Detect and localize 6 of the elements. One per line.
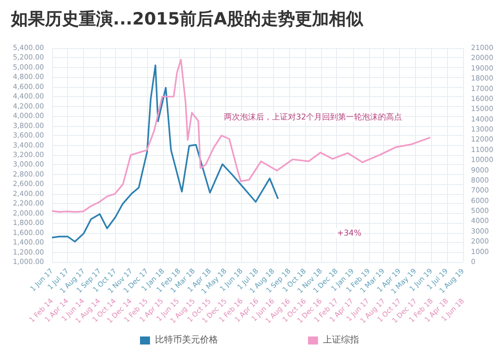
- line-series: [51, 64, 279, 242]
- legend-label: 比特币美元价格: [155, 334, 218, 346]
- legend-label: 上证综指: [323, 334, 359, 346]
- annotation: +34%: [337, 228, 362, 238]
- annotation: 两次泡沫后，上证对32个月回到第一轮泡沫的高点: [224, 112, 402, 122]
- chart-title: 如果历史重演...2015前后A股的走势更加相似: [10, 10, 364, 30]
